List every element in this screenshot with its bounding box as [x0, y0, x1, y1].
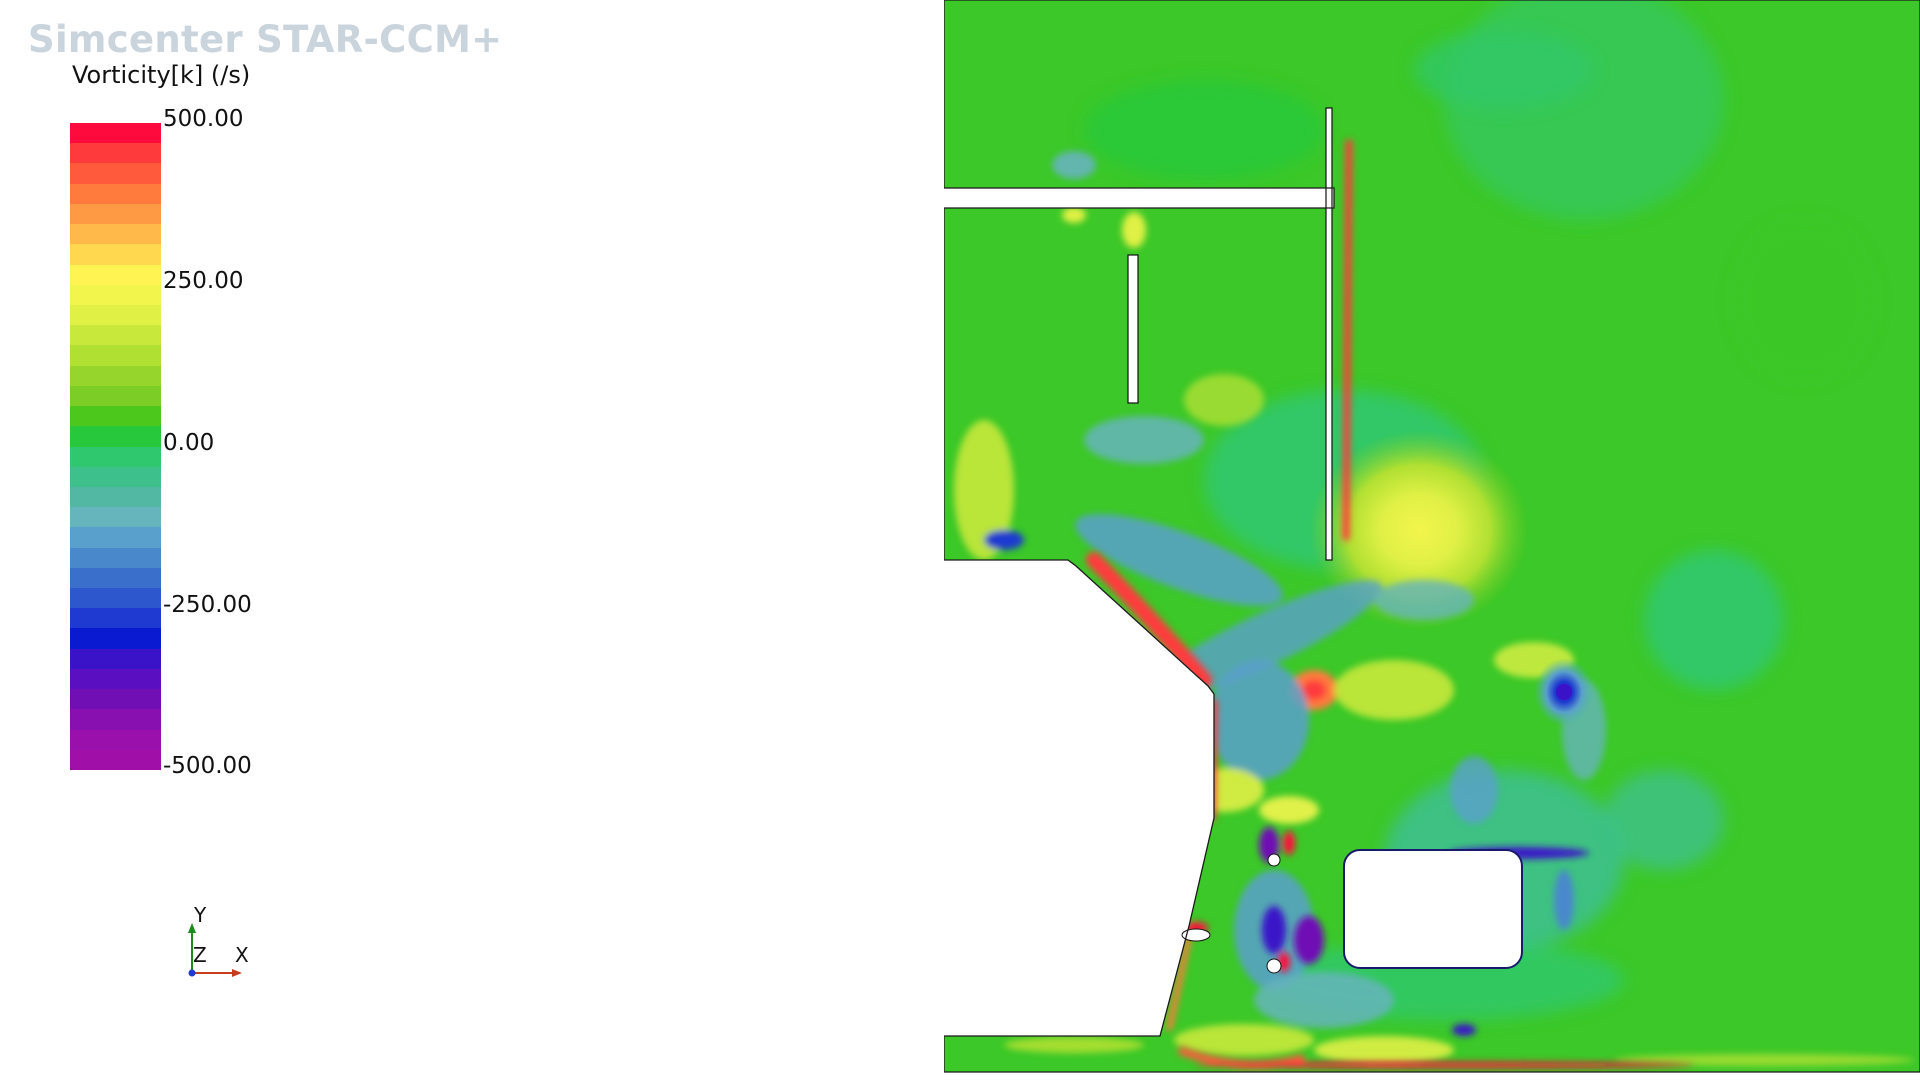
color-band: [70, 486, 161, 508]
color-band: [70, 567, 161, 589]
legend-tick-zero: 0.00: [163, 430, 215, 456]
legend-title: Vorticity[k] (/s): [72, 61, 251, 89]
color-band: [70, 325, 161, 346]
color-band: [70, 628, 161, 649]
color-band: [70, 163, 161, 184]
color-band: [70, 689, 161, 710]
color-band: [70, 507, 161, 528]
fluid-domain: [944, 0, 1920, 1072]
color-band: [70, 527, 161, 548]
color-legend-bar[interactable]: [70, 123, 161, 770]
scene-viewport[interactable]: [943, 0, 1920, 1080]
color-band: [70, 426, 161, 447]
color-band: [70, 729, 161, 750]
color-band: [70, 244, 161, 265]
solid-geometry: [943, 0, 1920, 1073]
triad-z-label: Z: [193, 943, 207, 967]
legend-tick-upper: 250.00: [163, 268, 244, 294]
triad-y-label: Y: [194, 903, 207, 927]
legend-tick-max: 500.00: [163, 106, 244, 132]
color-band: [70, 709, 161, 730]
color-band: [70, 345, 161, 366]
app-brand: Simcenter STAR-CCM+: [28, 18, 503, 61]
color-band: [70, 264, 161, 285]
vorticity-contour-plot: [943, 0, 1920, 1073]
color-band: [70, 547, 161, 568]
color-band: [70, 608, 161, 629]
color-band: [70, 385, 161, 407]
color-band: [70, 446, 161, 467]
color-band: [70, 466, 161, 487]
color-band: [70, 224, 161, 245]
triad-x-label: X: [235, 943, 249, 967]
color-band: [70, 183, 161, 204]
color-band: [70, 123, 161, 144]
color-band: [70, 406, 161, 427]
axes-triad[interactable]: Y Z X: [178, 905, 258, 985]
color-band: [70, 668, 161, 690]
color-band: [70, 588, 161, 609]
axes-triad-icon: [188, 923, 242, 977]
color-band: [70, 749, 161, 770]
color-band: [70, 203, 161, 225]
color-band: [70, 304, 161, 326]
legend-tick-lower: -250.00: [163, 592, 252, 618]
color-band: [70, 365, 161, 386]
color-band: [70, 143, 161, 164]
color-band: [70, 284, 161, 305]
legend-tick-min: -500.00: [163, 753, 252, 779]
color-band: [70, 648, 161, 669]
